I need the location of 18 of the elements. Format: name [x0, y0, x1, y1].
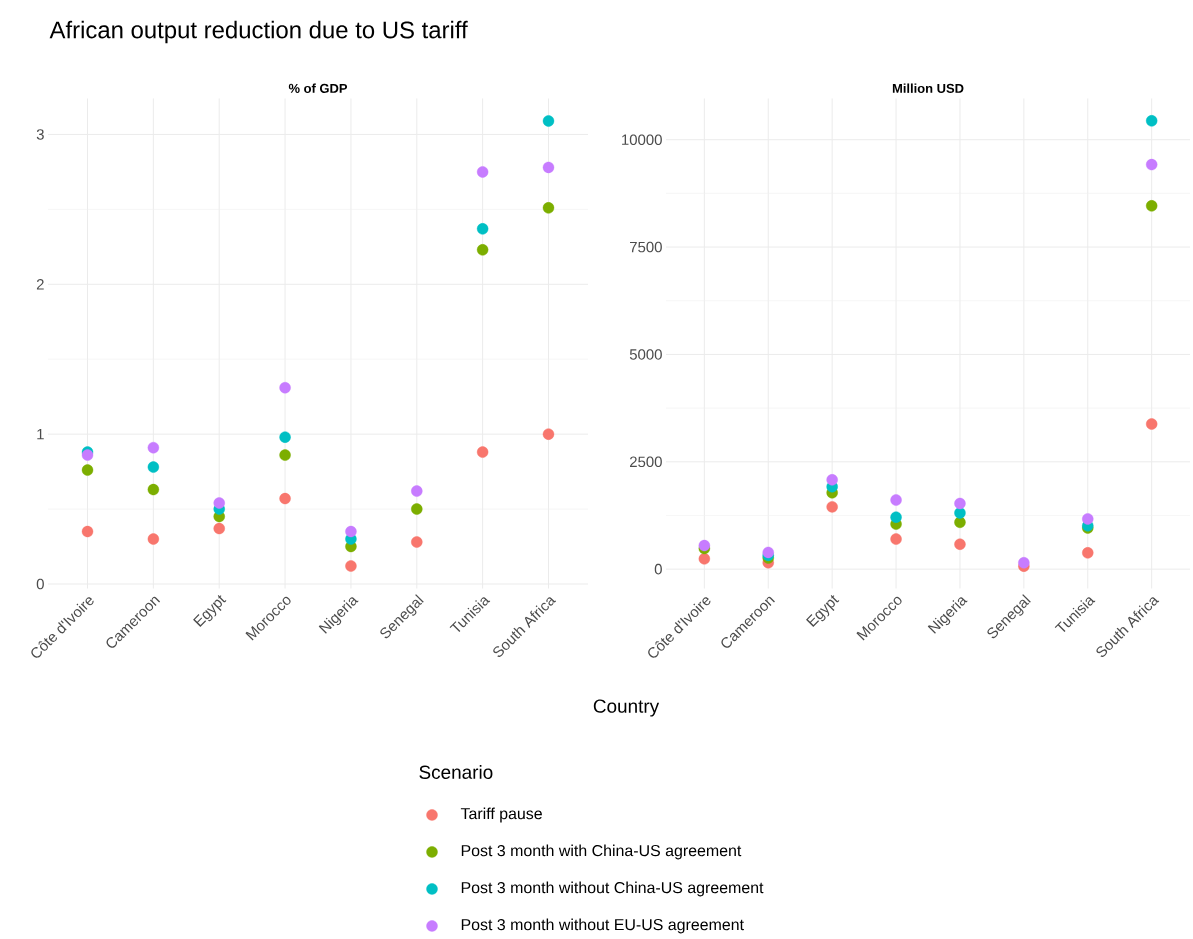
legend-label: Post 3 month with China-US agreement — [461, 844, 742, 860]
legend-label: Post 3 month without EU-US agreement — [461, 918, 744, 934]
chart-title: African output reduction due to US tariff — [49, 20, 468, 44]
x-axis-title: Country — [593, 699, 660, 717]
y-tick-label: 5000 — [629, 349, 662, 360]
y-tick-label: 0 — [36, 578, 44, 590]
y-tick-label: 10000 — [622, 134, 662, 145]
y-tick-label: 7500 — [630, 241, 662, 253]
y-tick-label: 0 — [654, 563, 662, 575]
legend-title: Scenario — [419, 765, 493, 779]
y-tick-label: 2500 — [630, 456, 662, 468]
y-tick-label: 2 — [36, 279, 44, 290]
legend-label: Post 3 month without China-US agreement — [461, 881, 764, 897]
chart-subtitle: Million USD — [892, 83, 964, 93]
legend-label: Tariff pause — [460, 807, 542, 823]
chart-subtitle: % of GDP — [288, 83, 348, 93]
y-tick-label: 3 — [36, 129, 44, 140]
y-tick-label: 1 — [37, 429, 44, 440]
